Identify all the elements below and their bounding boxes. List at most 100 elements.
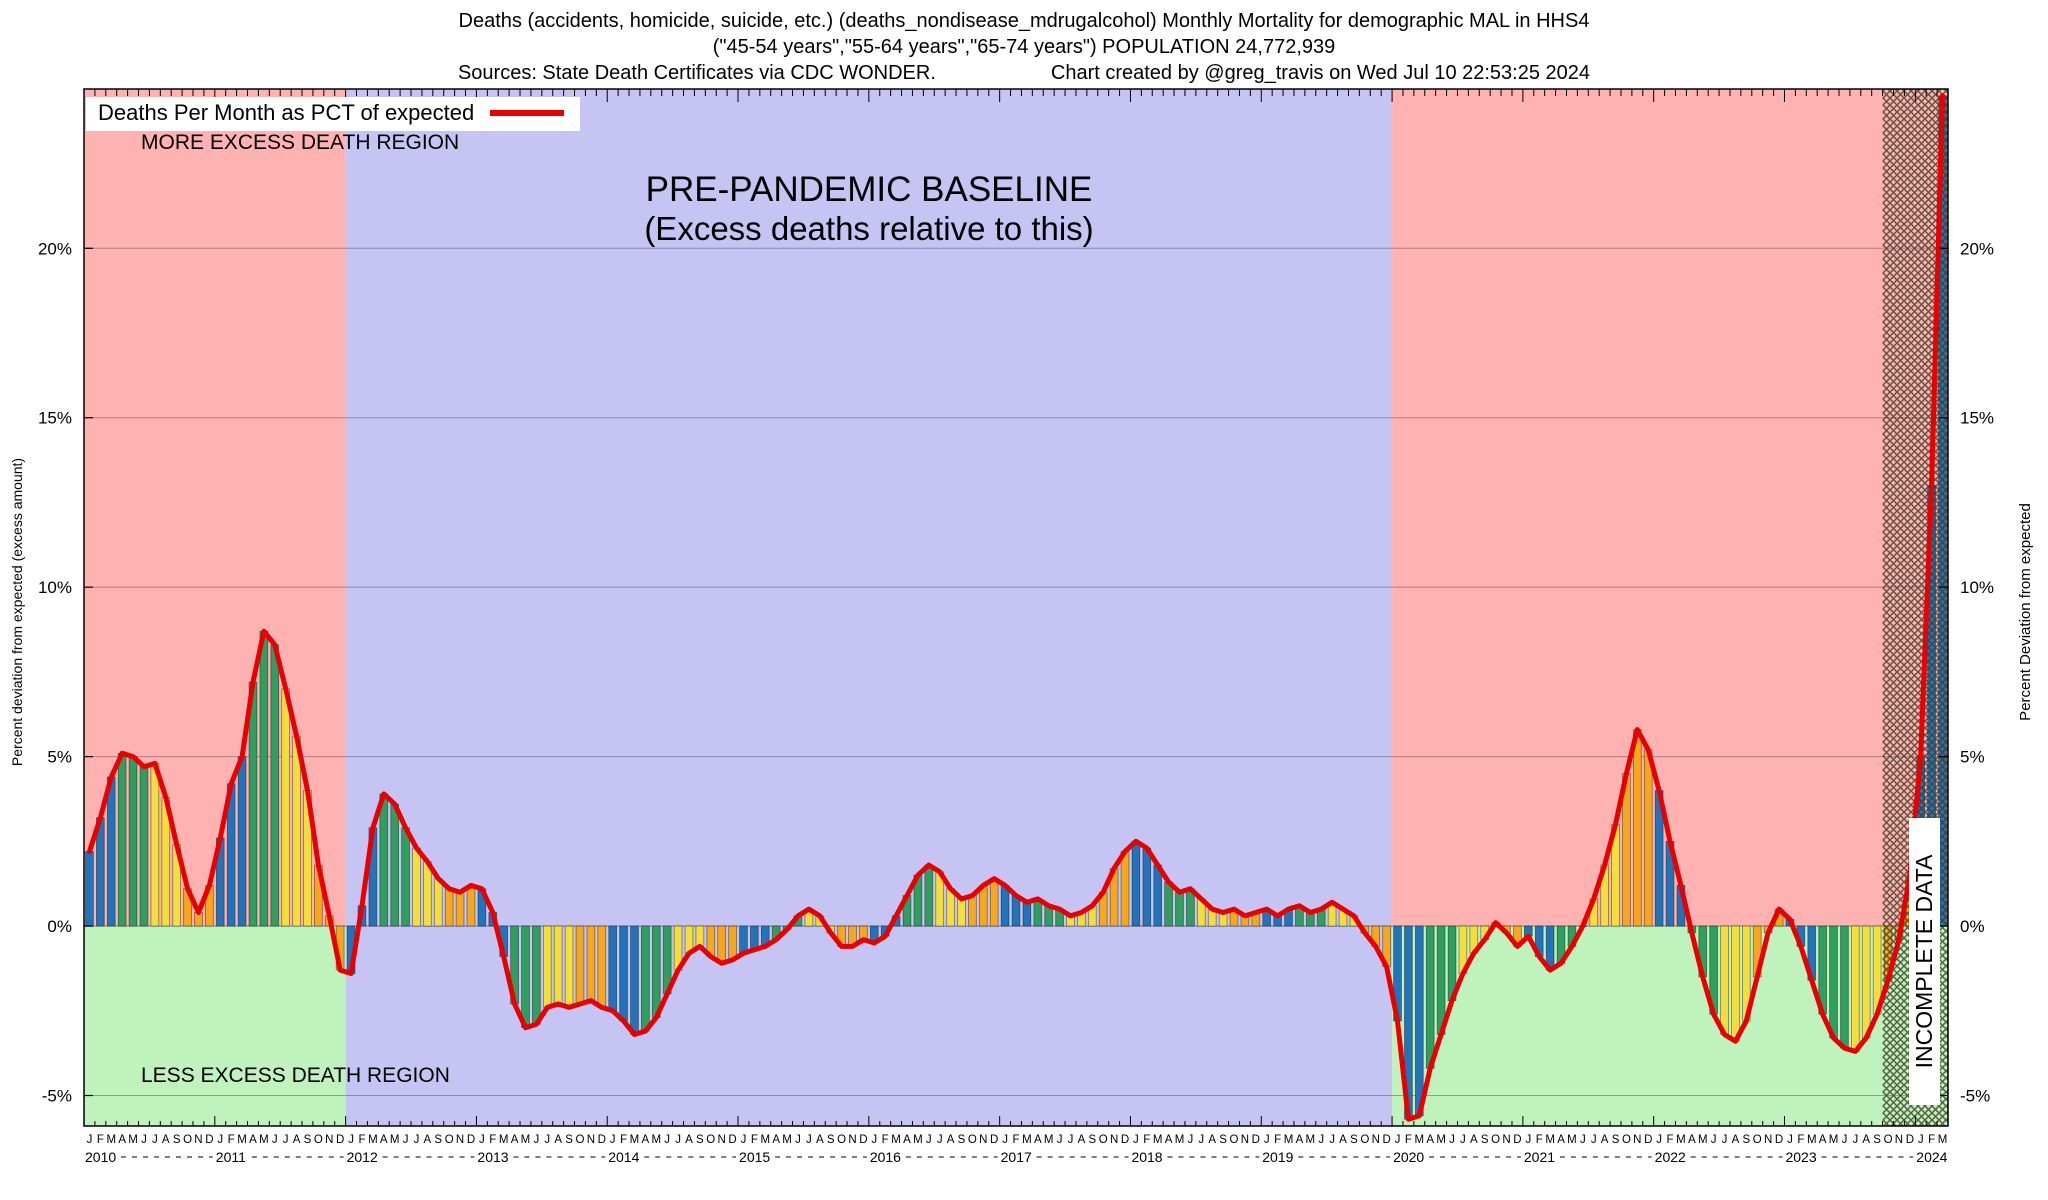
month-letter: A <box>772 1134 780 1146</box>
month-letter: J <box>1525 1134 1531 1146</box>
month-bar <box>1120 851 1130 927</box>
region-more-excess-right <box>1392 89 1948 927</box>
month-letter: A <box>1426 1134 1434 1146</box>
month-bar <box>390 803 399 927</box>
month-letter: N <box>1895 1134 1903 1146</box>
month-bar <box>1131 840 1141 927</box>
month-letter: S <box>1873 1134 1881 1146</box>
month-letter: S <box>304 1134 312 1146</box>
month-letter: F <box>97 1134 104 1146</box>
year-label: 2011 <box>216 1149 246 1165</box>
month-letter: O <box>837 1134 846 1146</box>
month-letter: J <box>283 1134 289 1146</box>
month-letter: J <box>806 1134 812 1146</box>
y-tick-label-right: 0% <box>1960 917 1985 936</box>
month-bar <box>630 925 639 1035</box>
month-letter: J <box>1395 1134 1401 1146</box>
month-letter: S <box>958 1134 966 1146</box>
month-letter: O <box>1360 1134 1369 1146</box>
month-letter: J <box>1711 1134 1717 1146</box>
month-letter: M <box>499 1134 509 1146</box>
month-letter: O <box>968 1134 977 1146</box>
year-label: 2024 <box>1916 1149 1947 1165</box>
month-letter: A <box>1034 1134 1042 1146</box>
month-letter: M <box>1938 1134 1948 1146</box>
month-letter: J <box>1068 1134 1074 1146</box>
region-less-excess-left <box>84 926 346 1126</box>
y-tick-label-left: 20% <box>38 239 72 258</box>
month-bar <box>1840 925 1849 1049</box>
month-letter: F <box>1405 1134 1412 1146</box>
month-letter: D <box>1644 1134 1652 1146</box>
year-label: 2017 <box>1001 1149 1032 1165</box>
month-bar <box>455 891 465 927</box>
month-bar <box>924 864 934 927</box>
month-letter: M <box>1306 1134 1316 1146</box>
title-line1: Deaths (accidents, homicide, suicide, et… <box>458 10 1590 32</box>
incomplete-data-label: INCOMPLETE DATA <box>1909 818 1940 1105</box>
month-letter: J <box>152 1134 158 1146</box>
month-letter: J <box>1787 1134 1793 1146</box>
right-axis-label: Percent Deviation from expected <box>2017 503 2034 721</box>
month-letter: O <box>706 1134 715 1146</box>
month-letter: M <box>1022 1134 1032 1146</box>
title-line3: Sources: State Death Certificates via CD… <box>0 60 2048 86</box>
month-bar <box>259 630 269 927</box>
month-letter: A <box>903 1134 911 1146</box>
month-bar <box>150 762 160 927</box>
deaths-pct-line <box>87 93 1945 1122</box>
month-letter: M <box>1044 1134 1054 1146</box>
month-letter: S <box>1743 1134 1751 1146</box>
month-letter: J <box>1656 1134 1662 1146</box>
month-letter: O <box>1491 1134 1500 1146</box>
month-bar <box>401 827 410 927</box>
month-letter: F <box>489 1134 496 1146</box>
month-letter: M <box>1829 1134 1839 1146</box>
month-letter: A <box>1688 1134 1696 1146</box>
baseline-title: PRE-PANDEMIC BASELINE <box>645 170 1093 209</box>
month-letter: J <box>1449 1134 1455 1146</box>
y-tick-label-right: 20% <box>1960 239 1994 258</box>
month-letter: S <box>173 1134 181 1146</box>
month-letter: M <box>1436 1134 1446 1146</box>
month-bar <box>641 925 650 1032</box>
month-letter: F <box>620 1134 627 1146</box>
month-letter: D <box>1906 1134 1914 1146</box>
month-bar <box>695 925 705 947</box>
month-bar <box>412 847 421 927</box>
month-letter: D <box>1513 1134 1521 1146</box>
month-letter: A <box>1470 1134 1478 1146</box>
baseline-annotation: PRE-PANDEMIC BASELINE (Excess deaths rel… <box>644 170 1093 248</box>
month-letter: J <box>533 1134 539 1146</box>
year-label: 2022 <box>1655 1149 1686 1165</box>
month-letter: J <box>479 1134 485 1146</box>
month-letter: A <box>1339 1134 1347 1146</box>
month-letter: M <box>913 1134 923 1146</box>
y-tick-label-left: 0% <box>47 917 72 936</box>
month-letter: J <box>1198 1134 1204 1146</box>
month-letter: N <box>194 1134 202 1146</box>
year-label: 2023 <box>1785 1149 1816 1165</box>
month-letter: S <box>1219 1134 1227 1146</box>
month-letter: M <box>1807 1134 1817 1146</box>
month-bar <box>750 925 759 951</box>
month-letter: J <box>348 1134 354 1146</box>
month-letter: F <box>882 1134 889 1146</box>
month-bar <box>564 925 574 1008</box>
month-bar <box>717 925 727 964</box>
month-bar <box>608 925 618 1012</box>
month-letter: M <box>782 1134 792 1146</box>
month-letter: J <box>1133 1134 1139 1146</box>
month-bar <box>466 884 476 927</box>
plot-border <box>83 88 1949 1127</box>
month-letter: A <box>1601 1134 1609 1146</box>
month-letter: J <box>1852 1134 1858 1146</box>
year-label: 2018 <box>1131 1149 1162 1165</box>
month-letter: M <box>1153 1134 1163 1146</box>
month-letter: A <box>1296 1134 1304 1146</box>
month-bar <box>128 756 138 927</box>
month-bar <box>542 925 552 1008</box>
month-letter: J <box>741 1134 747 1146</box>
month-letter: F <box>1012 1134 1019 1146</box>
month-letter: N <box>1110 1134 1118 1146</box>
